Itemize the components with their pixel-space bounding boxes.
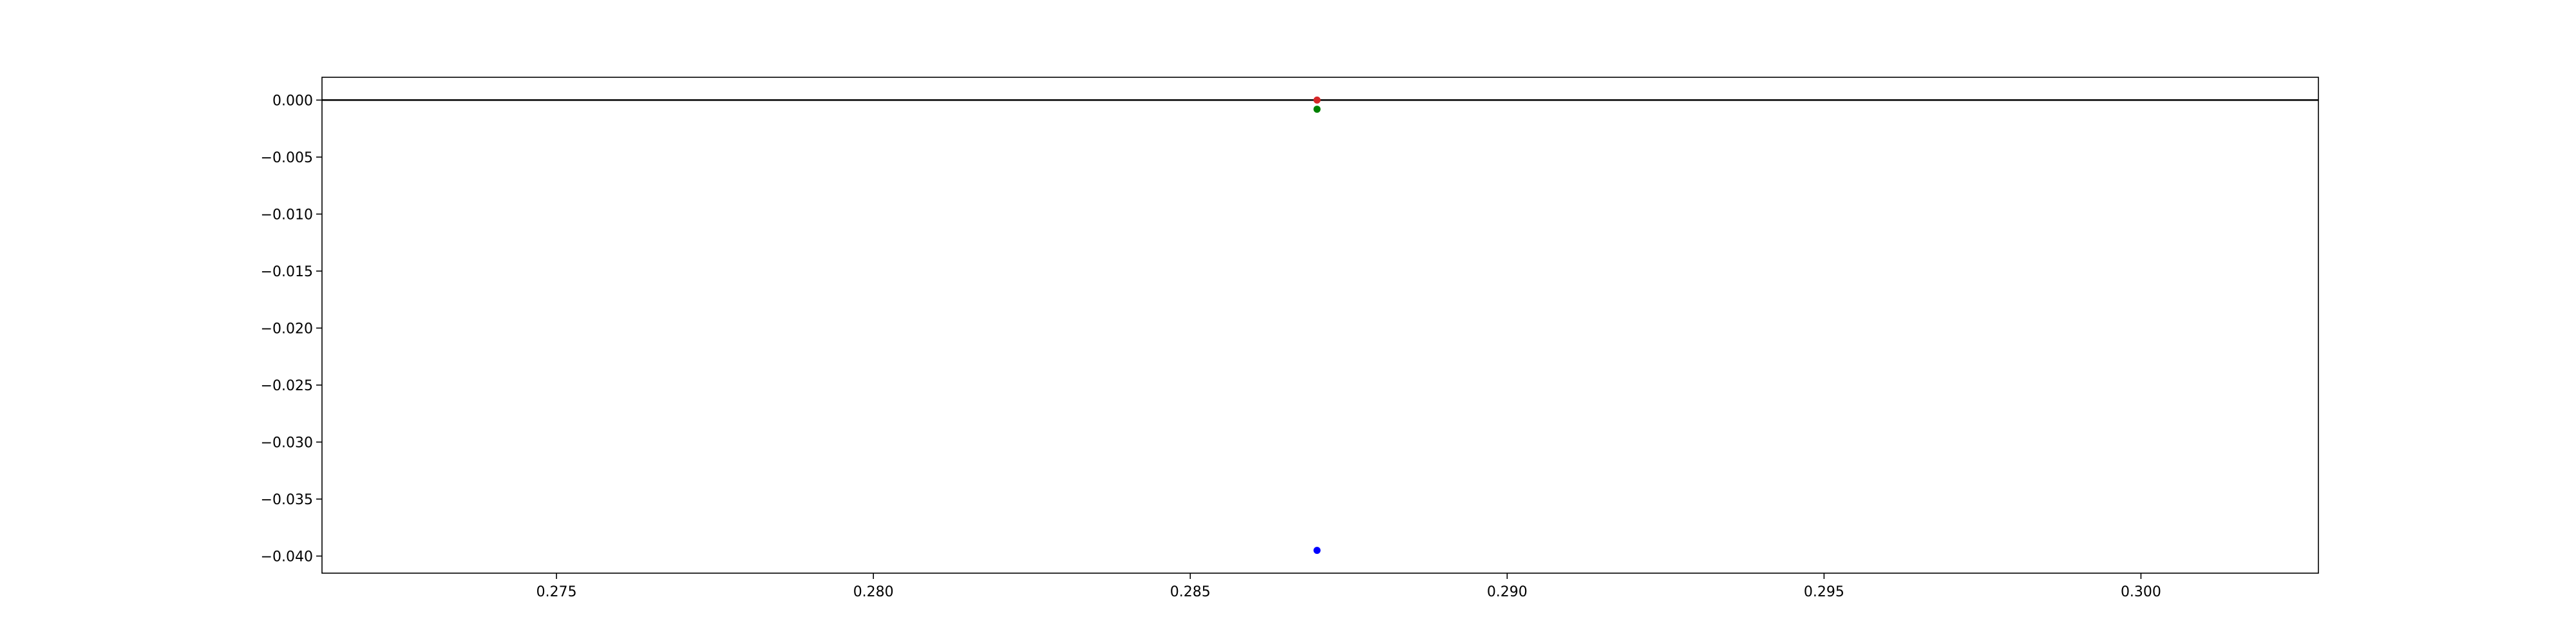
y-tick-label: −0.005 <box>261 150 313 166</box>
y-tick-label: −0.040 <box>261 549 313 565</box>
x-tick-label: 0.285 <box>1170 584 1211 600</box>
x-tick-label: 0.275 <box>536 584 577 600</box>
points-layer <box>1313 96 1321 554</box>
x-tick-label: 0.300 <box>2121 584 2161 600</box>
x-tick-label: 0.280 <box>853 584 894 600</box>
x-tick-label: 0.290 <box>1487 584 1528 600</box>
y-tick-label: −0.020 <box>261 321 313 337</box>
y-tick-label: −0.035 <box>261 492 313 508</box>
x-tick-label: 0.295 <box>1804 584 1844 600</box>
x-axis: 0.275 0.280 0.285 0.290 0.295 0.300 <box>536 573 2161 600</box>
y-tick-label: −0.015 <box>261 264 313 280</box>
plot-frame <box>321 77 2319 574</box>
y-tick-label: 0.000 <box>272 93 313 109</box>
y-tick-label: −0.030 <box>261 435 313 451</box>
data-point-3 <box>1313 547 1321 554</box>
y-tick-label: −0.025 <box>261 378 313 394</box>
data-point-1 <box>1313 96 1321 104</box>
data-point-2 <box>1313 106 1321 113</box>
y-tick-label: −0.010 <box>261 207 313 223</box>
y-axis: 0.000 −0.005 −0.010 −0.015 −0.020 −0.025 −0.03… <box>261 93 322 565</box>
